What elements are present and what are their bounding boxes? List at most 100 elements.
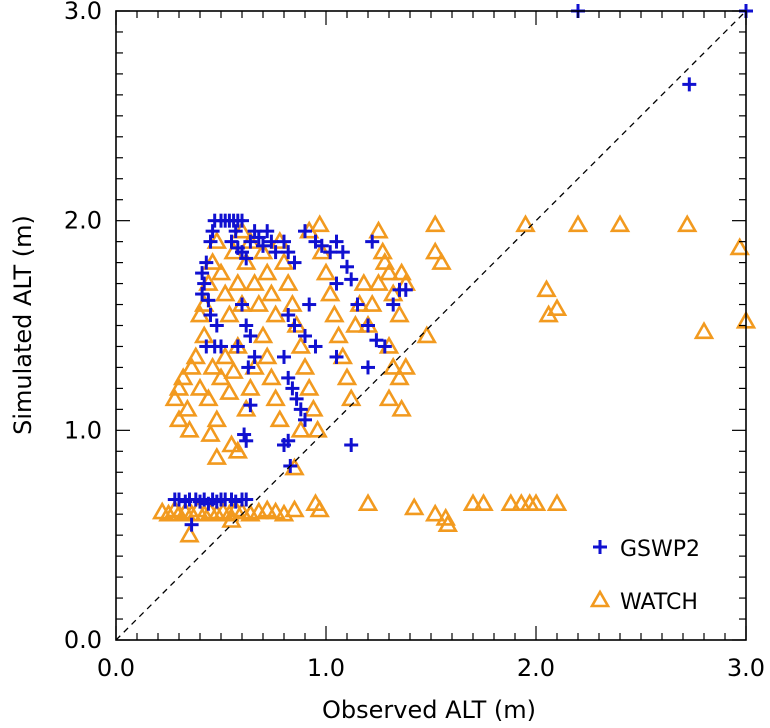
point-watch (189, 377, 211, 396)
point-watch (361, 293, 383, 312)
point-gswp2 (201, 293, 216, 308)
point-gswp2 (682, 77, 697, 92)
point-watch (261, 283, 282, 302)
point-watch (389, 367, 410, 386)
point-watch (198, 388, 219, 407)
point-watch (500, 493, 522, 512)
point-watch (353, 272, 375, 291)
point-gswp2 (287, 318, 302, 333)
point-watch (424, 214, 446, 233)
point-gswp2 (287, 255, 302, 270)
point-watch (416, 325, 438, 344)
point-watch (193, 325, 215, 344)
point-watch (221, 434, 242, 453)
point-watch (431, 251, 452, 270)
point-watch (235, 251, 257, 270)
y-tick-label: 3.0 (64, 0, 102, 25)
point-watch (269, 409, 291, 428)
x-axis-label: Observed ALT (m) (322, 696, 536, 724)
point-gswp2 (285, 381, 300, 396)
point-watch (240, 377, 261, 396)
point-watch (164, 388, 186, 407)
point-gswp2 (361, 360, 375, 375)
point-gswp2 (298, 224, 312, 239)
point-gswp2 (214, 339, 228, 354)
point-watch (172, 367, 194, 386)
point-gswp2 (241, 360, 256, 375)
point-watch (395, 356, 417, 375)
point-gswp2 (243, 398, 258, 413)
point-watch (307, 419, 328, 438)
point-gswp2 (199, 255, 214, 270)
point-gswp2 (224, 234, 239, 249)
point-gswp2 (281, 308, 296, 323)
point-gswp2 (256, 238, 270, 253)
point-watch (298, 377, 320, 396)
point-gswp2 (228, 494, 243, 509)
point-watch (437, 514, 459, 532)
point-watch (248, 293, 270, 312)
point-watch (256, 499, 278, 518)
point-gswp2 (184, 517, 199, 532)
ticks-layer (115, 10, 747, 641)
point-gswp2 (344, 438, 359, 453)
point-watch (374, 251, 396, 270)
point-watch (265, 304, 286, 323)
point-watch (158, 503, 179, 522)
point-gswp2 (386, 297, 401, 312)
point-gswp2 (323, 245, 338, 260)
point-watch (168, 409, 190, 428)
point-gswp2 (235, 297, 249, 312)
point-gswp2 (377, 339, 392, 354)
point-gswp2 (230, 339, 245, 354)
point-watch (210, 262, 232, 281)
point-watch (227, 440, 249, 459)
point-gswp2 (340, 259, 354, 274)
x-tick-label: 2.0 (517, 654, 555, 682)
point-gswp2 (329, 349, 344, 364)
point-watch (200, 423, 221, 442)
point-gswp2 (203, 308, 218, 323)
point-watch (372, 241, 393, 260)
point-gswp2 (398, 282, 413, 297)
point-watch (290, 419, 312, 438)
point-watch (368, 220, 389, 239)
point-gswp2 (264, 234, 279, 249)
legend-label-gswp2: GSWP2 (620, 537, 700, 562)
point-watch (277, 272, 299, 291)
point-gswp2 (243, 234, 258, 249)
legend-marker-watch (589, 589, 611, 608)
point-watch (219, 381, 240, 400)
point-gswp2 (298, 328, 312, 343)
point-gswp2 (289, 391, 304, 406)
point-gswp2 (247, 349, 262, 364)
point-watch (357, 493, 379, 512)
point-gswp2 (260, 224, 275, 239)
point-gswp2 (197, 276, 212, 291)
y-tick-label: 1.0 (64, 416, 102, 444)
point-watch (303, 398, 324, 417)
x-tick-label: 1.0 (307, 654, 345, 682)
point-watch (546, 493, 568, 512)
point-watch (221, 509, 242, 528)
point-gswp2 (195, 287, 210, 302)
point-watch (256, 262, 278, 281)
point-gswp2 (195, 266, 210, 281)
point-watch (282, 293, 303, 312)
point-watch (391, 262, 412, 281)
point-gswp2 (365, 234, 380, 249)
y-tick-label: 0.0 (64, 626, 102, 654)
point-gswp2 (239, 251, 254, 266)
point-gswp2 (293, 402, 308, 417)
point-watch (261, 367, 282, 386)
point-watch (676, 214, 698, 233)
point-gswp2 (329, 234, 344, 249)
point-gswp2 (277, 438, 291, 453)
point-watch (324, 304, 345, 323)
point-gswp2 (243, 328, 258, 343)
point-gswp2 (237, 427, 252, 442)
point-watch (309, 499, 330, 518)
point-gswp2 (308, 339, 323, 354)
